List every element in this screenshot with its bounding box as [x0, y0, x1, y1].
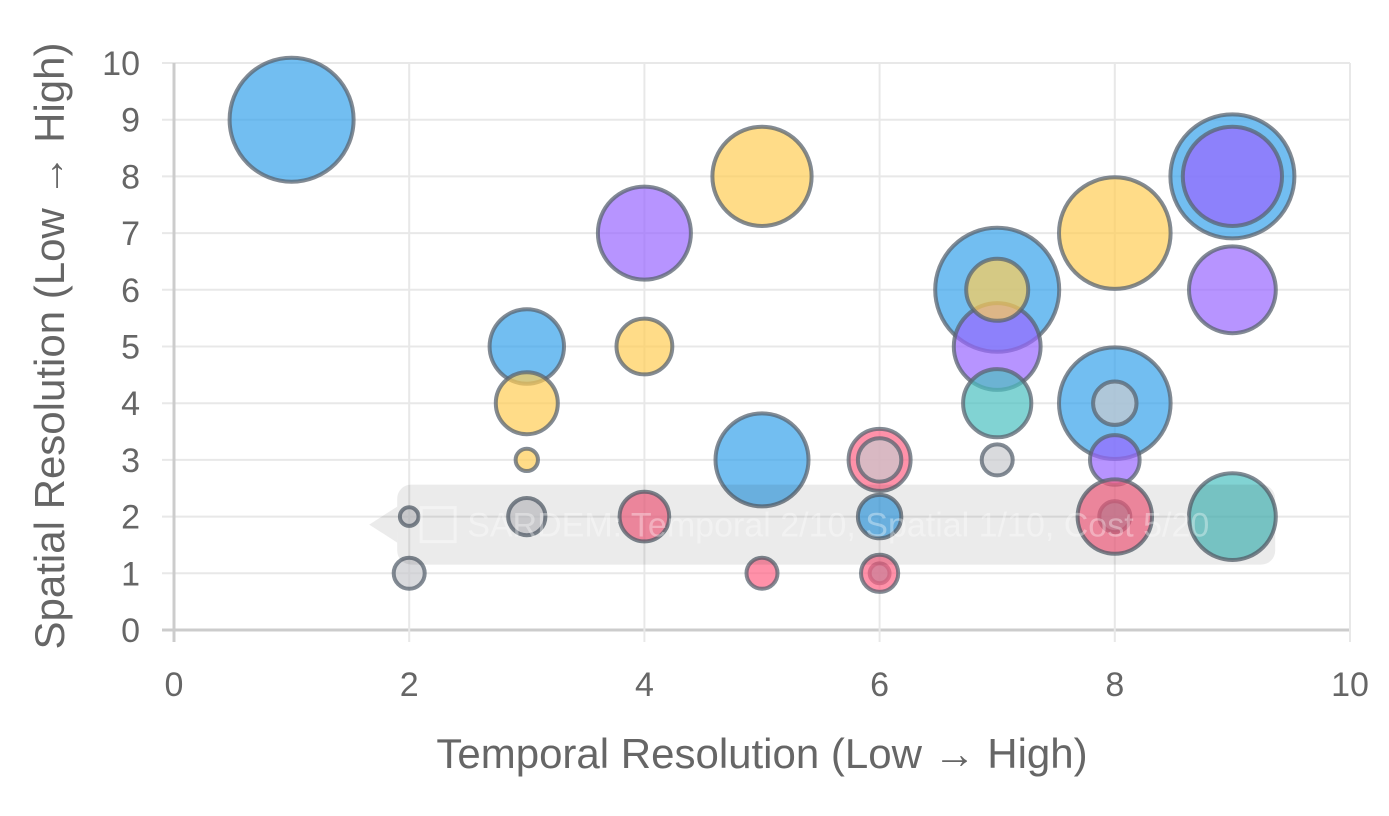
bubble-yellow[interactable]	[493, 370, 560, 437]
bubble-purple[interactable]	[1088, 433, 1142, 487]
y-tick-label: 2	[121, 499, 140, 537]
bubble-yellow[interactable]	[513, 446, 540, 474]
bubble-pink[interactable]	[744, 555, 780, 591]
bubble-pink[interactable]	[859, 552, 901, 594]
y-axis-title: Spatial Resolution (Low → High)	[26, 43, 73, 650]
bubble-yellow[interactable]	[1057, 175, 1173, 291]
bubble-yellow[interactable]	[964, 256, 1031, 323]
y-tick-label: 8	[121, 158, 140, 196]
y-tick-label: 7	[121, 215, 140, 253]
tooltip-box	[397, 484, 1276, 565]
y-tick-label: 3	[121, 442, 140, 480]
x-tick-label: 0	[165, 666, 184, 704]
bubble-grey[interactable]	[391, 555, 427, 591]
x-axis-title: Temporal Resolution (Low → High)	[436, 730, 1087, 777]
y-tick-label: 0	[121, 612, 140, 650]
tooltip-color-swatch	[419, 506, 457, 544]
bubble-yellow[interactable]	[614, 316, 675, 377]
bubble-grey[interactable]	[397, 505, 421, 528]
y-tick-label: 10	[102, 45, 140, 83]
bubble-series	[227, 55, 1297, 594]
x-tick-label: 2	[400, 666, 419, 704]
bubble-purple[interactable]	[595, 184, 693, 282]
x-tick-label: 8	[1105, 666, 1124, 704]
bubble-blue[interactable]	[713, 411, 811, 509]
y-tick-label: 9	[121, 102, 140, 140]
y-tick-label: 4	[121, 385, 140, 423]
y-tick-label: 6	[121, 272, 140, 310]
bubble-grey[interactable]	[1091, 379, 1139, 427]
bubble-purple[interactable]	[1180, 124, 1285, 228]
x-tick-label: 6	[870, 666, 889, 704]
bubble-grey[interactable]	[506, 495, 548, 538]
bubble-grey[interactable]	[855, 436, 904, 484]
y-tick-label: 5	[121, 329, 140, 367]
bubble-grey[interactable]	[979, 442, 1015, 478]
bubble-teal[interactable]	[961, 367, 1034, 440]
bubble-purple[interactable]	[1187, 244, 1278, 336]
bubble-yellow[interactable]	[710, 124, 814, 228]
x-tick-label: 10	[1331, 666, 1369, 704]
tick-labels: 0 2 4 6 8 10 0 1 2 3 4 5 6 7 8 9 10	[102, 45, 1369, 704]
bubble-blue[interactable]	[227, 55, 356, 184]
y-tick-label: 1	[121, 555, 140, 593]
tooltip-label: SARDEM: Temporal 2/10, Spatial 1/10, Cos…	[467, 507, 1209, 545]
bubble-pink[interactable]	[617, 489, 672, 544]
x-tick-label: 4	[635, 666, 654, 704]
bubble-pink[interactable]	[1075, 477, 1155, 556]
tooltip-caret	[369, 506, 398, 543]
tooltip: SARDEM: Temporal 2/10, Spatial 1/10, Cos…	[369, 484, 1276, 565]
bubble-teal[interactable]	[1187, 471, 1278, 562]
bubble-blue[interactable]	[855, 492, 904, 541]
